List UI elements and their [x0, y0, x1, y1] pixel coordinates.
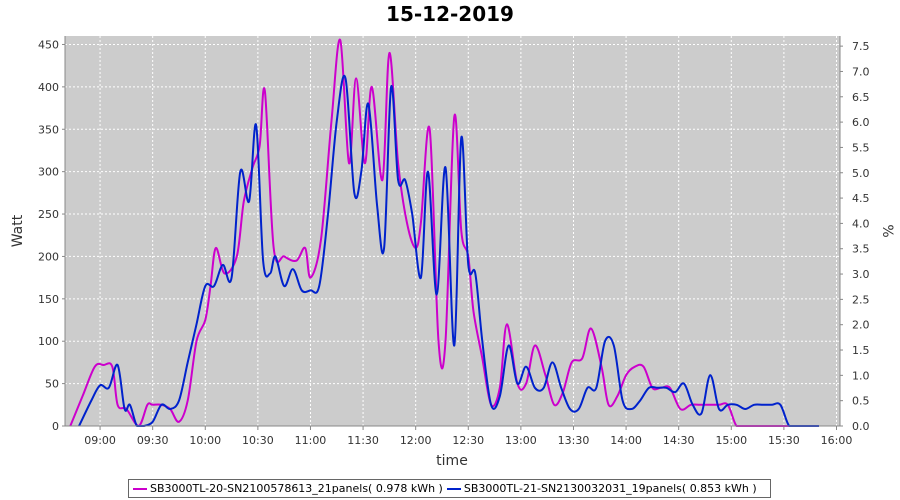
x-tick-label-13: 15:30 [768, 434, 800, 447]
y2-axis-ticks: 0.0 0.5 1.0 1.5 2.0 2.5 3.0 3.5 4.0 4.5 5.0 5.5 6.0 6… [840, 40, 870, 433]
grid [65, 36, 840, 427]
y-tick-label-5: 250 [38, 208, 59, 221]
x-tick-label-2: 10:00 [189, 434, 221, 447]
y-tick-label-4: 200 [38, 250, 59, 263]
y2-tick-label-13: 6.5 [852, 91, 870, 104]
x-axis-label: time [436, 453, 468, 469]
y2-tick-label-1: 0.5 [852, 395, 870, 408]
legend-swatch-series-1 [133, 487, 147, 490]
x-tick-label-12: 15:00 [715, 434, 747, 447]
y2-tick-label-7: 3.5 [852, 243, 870, 256]
x-tick-label-8: 13:00 [505, 434, 537, 447]
y-tick-label-6: 300 [38, 166, 59, 179]
x-tick-label-10: 14:00 [610, 434, 642, 447]
chart-title: 15-12-2019 [386, 2, 514, 26]
legend: SB3000TL-20-SN2100578613_21panels( 0.978… [128, 479, 771, 498]
y2-tick-label-4: 2.0 [852, 319, 870, 332]
y2-tick-label-11: 5.5 [852, 141, 870, 154]
legend-item-series-2: SB3000TL-21-SN2130032031_19panels( 0.853… [446, 482, 757, 495]
y-tick-label-7: 350 [38, 123, 59, 136]
x-tick-label-14: 16:00 [821, 434, 853, 447]
x-tick-label-0: 09:00 [84, 434, 116, 447]
y2-tick-label-5: 2.5 [852, 293, 870, 306]
y2-axis-label: % [879, 224, 895, 237]
y-axis-label: Watt [10, 214, 26, 247]
y-tick-label-3: 150 [38, 293, 59, 306]
x-tick-label-9: 13:30 [558, 434, 590, 447]
legend-label-series-1: SB3000TL-20-SN2100578613_21panels( 0.978… [150, 482, 443, 495]
y-tick-label-1: 50 [45, 378, 59, 391]
x-tick-label-11: 14:30 [663, 434, 695, 447]
legend-swatch-series-2 [446, 487, 461, 490]
y2-tick-label-9: 4.5 [852, 192, 870, 205]
y-tick-label-2: 100 [38, 335, 59, 348]
legend-item-series-1: SB3000TL-20-SN2100578613_21panels( 0.978… [133, 482, 443, 495]
x-axis-ticks: 09:00 09:30 10:00 10:30 11:00 11:30 12:00 12:30… [84, 426, 852, 447]
x-tick-label-3: 10:30 [242, 434, 274, 447]
y2-tick-label-0: 0.0 [852, 420, 870, 433]
y2-tick-label-10: 5.0 [852, 167, 870, 180]
y2-tick-label-8: 4.0 [852, 217, 870, 230]
y2-tick-label-6: 3.0 [852, 268, 870, 281]
x-tick-label-4: 11:00 [295, 434, 327, 447]
y2-tick-label-14: 7.0 [852, 65, 870, 78]
x-tick-label-7: 12:30 [452, 434, 484, 447]
legend-label-series-2: SB3000TL-21-SN2130032031_19panels( 0.853… [463, 482, 757, 495]
x-tick-label-1: 09:30 [137, 434, 169, 447]
x-tick-label-5: 11:30 [347, 434, 379, 447]
plot-area [65, 36, 840, 426]
x-tick-label-6: 12:00 [400, 434, 432, 447]
series-line-2 [78, 74, 819, 427]
y-axis-ticks: 0 50 100 150 200 250 300 350 400 450 [38, 38, 65, 433]
y2-tick-label-12: 6.0 [852, 116, 870, 129]
series-line-1 [69, 38, 818, 427]
y2-tick-label-2: 1.0 [852, 369, 870, 382]
y-tick-label-0: 0 [52, 420, 59, 433]
y2-tick-label-3: 1.5 [852, 344, 870, 357]
y2-tick-label-15: 7.5 [852, 40, 870, 53]
y-tick-label-8: 400 [38, 81, 59, 94]
y-tick-label-9: 450 [38, 38, 59, 51]
series-lines [69, 38, 819, 427]
